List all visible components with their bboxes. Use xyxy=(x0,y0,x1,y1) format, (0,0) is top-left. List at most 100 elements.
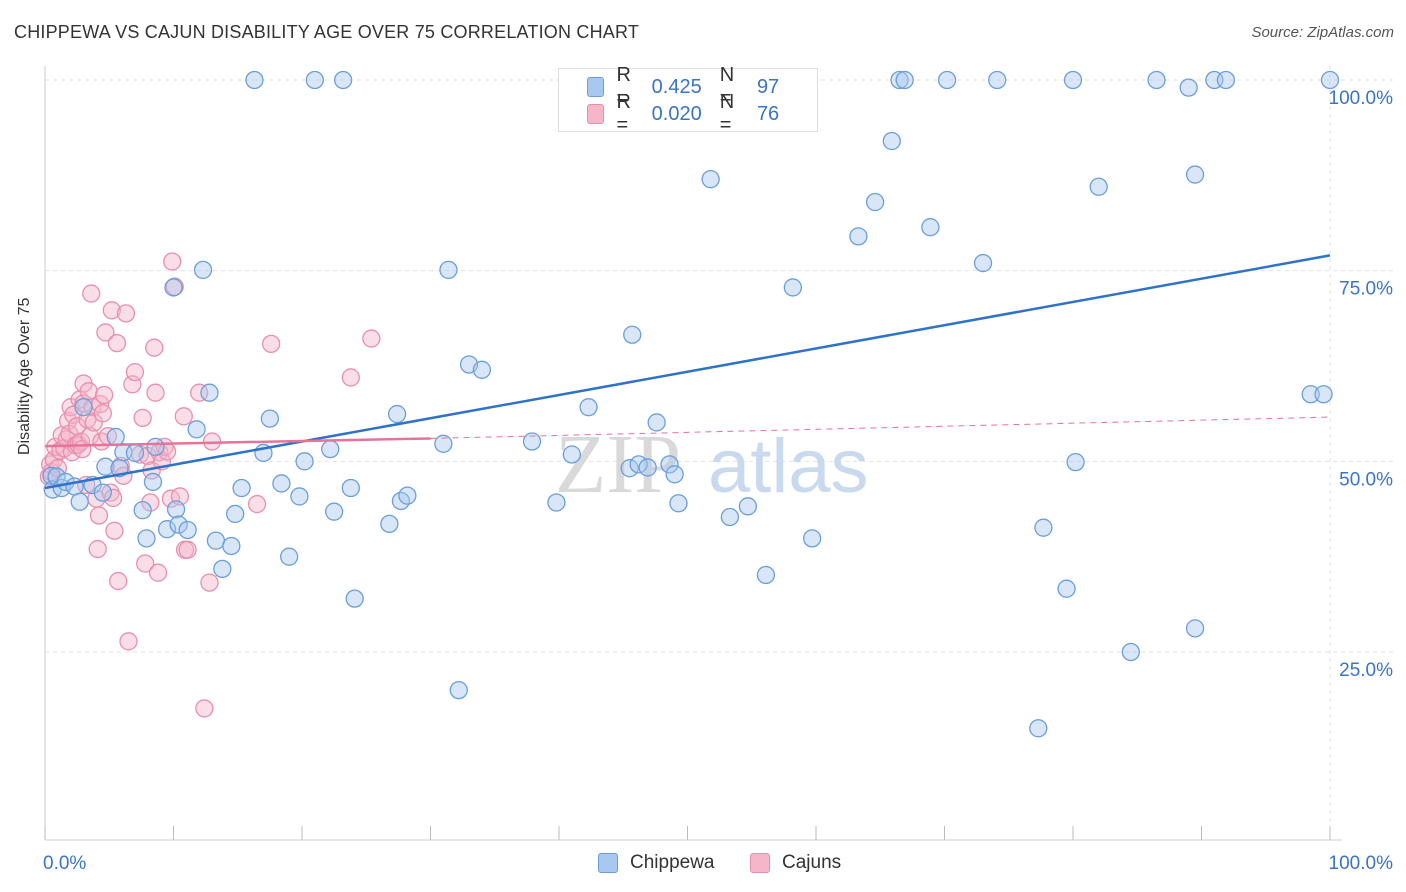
chippewa-point xyxy=(669,494,688,513)
cajun-point xyxy=(163,252,182,271)
cajun-point xyxy=(200,573,219,592)
chippewa-point xyxy=(345,589,364,608)
chippewa-point xyxy=(333,70,353,90)
cajun-point xyxy=(105,521,124,540)
chippewa-legend-swatch xyxy=(598,853,618,873)
n-value: 76 xyxy=(756,102,780,125)
cajun-trend-extension xyxy=(430,416,1331,439)
chippewa-point xyxy=(1063,70,1083,90)
chippewa-point xyxy=(146,437,165,456)
cajun-point xyxy=(88,539,107,559)
chippewa-point xyxy=(70,492,89,511)
y-axis-label: Disability Age Over 75 xyxy=(16,297,33,455)
chippewa-point xyxy=(988,70,1007,90)
chippewa-point xyxy=(213,559,232,579)
cajuns-swatch xyxy=(587,104,605,124)
chippewa-point xyxy=(547,493,566,512)
chippewa-point xyxy=(882,131,901,151)
chippewa-point xyxy=(865,192,885,212)
cajun-point xyxy=(141,493,160,512)
stats-legend: R = 0.425 N = 97 R = 0.020 N = 76 xyxy=(558,64,818,136)
n-value: 97 xyxy=(756,75,780,98)
axes xyxy=(44,66,1342,841)
chippewa-point xyxy=(660,455,679,474)
n-label: N = xyxy=(719,64,735,109)
chippewa-point xyxy=(802,529,822,548)
chippewa-point xyxy=(272,474,291,493)
chippewa-point xyxy=(647,413,666,432)
chippewa-point xyxy=(222,536,241,556)
chippewa-point xyxy=(341,478,360,498)
chippewa-point xyxy=(1066,452,1085,472)
tick-labels: 25.0% 50.0% 75.0% 100.0% 0.0% 100.0% xyxy=(43,88,1393,874)
cajun-point xyxy=(102,301,121,320)
cajun-point xyxy=(341,368,360,387)
chippewa-point xyxy=(96,457,115,476)
chippewa-point xyxy=(720,507,740,527)
cajun-point xyxy=(195,699,214,718)
chippewa-point xyxy=(1089,177,1108,196)
chippewa-point xyxy=(232,478,251,498)
chippewa-point xyxy=(324,502,344,521)
cajun-point xyxy=(190,383,209,402)
chippewa-point xyxy=(295,452,314,471)
cajun-point xyxy=(125,362,145,382)
cajun-point xyxy=(119,632,138,651)
legend-item-cajuns[interactable]: Cajuns xyxy=(750,852,841,874)
chippewa-point xyxy=(93,483,112,502)
chippewa-point xyxy=(1147,70,1166,90)
chippewa-point xyxy=(890,70,909,90)
cajun-point xyxy=(262,334,281,354)
chippewa-point xyxy=(321,439,340,459)
chippewa-point xyxy=(169,515,188,534)
chippewa-point xyxy=(1314,385,1333,404)
cajun-point xyxy=(136,554,155,573)
chippewa-point xyxy=(472,360,492,379)
chippewa-point xyxy=(1216,70,1236,90)
legend-item-chippewa[interactable]: Chippewa xyxy=(598,852,715,874)
cajun-point xyxy=(94,385,114,405)
chippewa-point xyxy=(620,459,639,478)
y-tick-label: 75.0% xyxy=(1339,279,1393,300)
cajun-point xyxy=(178,540,197,559)
chippewa-point xyxy=(1185,619,1205,638)
chippewa-point xyxy=(1034,518,1053,537)
series-cajuns xyxy=(39,252,381,718)
chippewa-point xyxy=(434,434,453,453)
trend-lines xyxy=(44,254,1331,490)
cajun-point xyxy=(174,407,193,426)
chippewa-point xyxy=(1179,78,1198,97)
chippewa-point xyxy=(756,565,776,585)
chippewa-point xyxy=(701,169,720,189)
chippewa-point xyxy=(290,487,309,506)
legend-label-cajuns: Cajuns xyxy=(782,852,842,873)
chippewa-point xyxy=(137,529,156,548)
cajun-point xyxy=(247,494,267,514)
chippewa-point xyxy=(178,520,197,540)
chippewa-point xyxy=(226,504,245,524)
chippewa-point xyxy=(380,514,399,534)
chippewa-trend-line xyxy=(44,254,1331,490)
cajun-point xyxy=(107,333,127,353)
chippewa-point xyxy=(665,465,684,484)
cajun-point xyxy=(148,563,168,582)
chippewa-point xyxy=(187,420,206,439)
cajuns-legend-swatch xyxy=(750,853,770,873)
cajun-point xyxy=(362,329,381,348)
chippewa-point xyxy=(260,409,280,428)
cajun-point xyxy=(165,277,184,296)
chippewa-point xyxy=(133,500,152,520)
chippewa-point xyxy=(200,383,219,402)
chippewa-point xyxy=(164,278,183,297)
chippewa-point xyxy=(973,253,993,273)
series-chippewa xyxy=(42,70,1340,738)
series-legend: Chippewa Cajuns xyxy=(0,852,1406,876)
n-label: N = xyxy=(719,91,735,136)
cajun-point xyxy=(64,405,83,424)
legend-label-chippewa: Chippewa xyxy=(630,852,715,873)
chippewa-point xyxy=(562,445,581,464)
chippewa-point xyxy=(74,398,93,417)
cajun-trend-line xyxy=(44,437,431,448)
r-label: R = xyxy=(616,64,631,109)
cajun-point xyxy=(145,338,164,357)
